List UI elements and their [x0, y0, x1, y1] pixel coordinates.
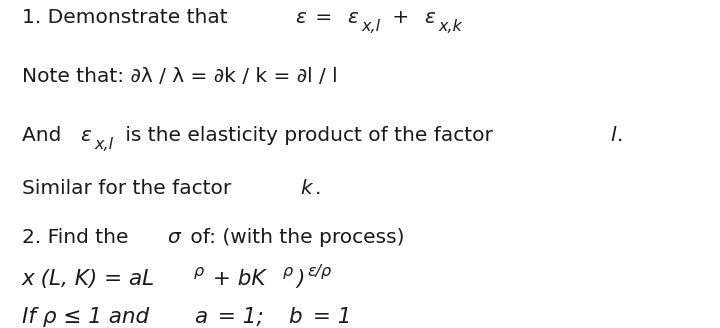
Text: σ: σ: [167, 228, 180, 247]
Text: x (L, K) = aL: x (L, K) = aL: [22, 269, 155, 289]
Text: ε: ε: [348, 8, 359, 27]
Text: a: a: [194, 307, 207, 327]
Text: x,l: x,l: [361, 19, 381, 34]
Text: 1. Demonstrate that: 1. Demonstrate that: [22, 8, 233, 27]
Text: is the elasticity product of the factor: is the elasticity product of the factor: [120, 126, 500, 145]
Text: x,l: x,l: [94, 137, 114, 152]
Text: ε/ρ: ε/ρ: [307, 263, 331, 278]
Text: k: k: [300, 178, 312, 197]
Text: .: .: [617, 126, 624, 145]
Text: + bK: + bK: [207, 269, 266, 289]
Text: ρ: ρ: [283, 263, 293, 278]
Text: of: (with the process): of: (with the process): [184, 228, 404, 247]
Text: ρ: ρ: [194, 263, 204, 278]
Text: And: And: [22, 126, 68, 145]
Text: ε: ε: [81, 126, 91, 145]
Text: = 1;: = 1;: [212, 307, 271, 327]
Text: ε: ε: [424, 8, 435, 27]
Text: .: .: [315, 178, 321, 197]
Text: l: l: [610, 126, 616, 145]
Text: 2. Find the: 2. Find the: [22, 228, 135, 247]
Text: b: b: [288, 307, 302, 327]
Text: ): ): [296, 269, 305, 289]
Text: If ρ ≤ 1 and: If ρ ≤ 1 and: [22, 307, 156, 327]
Text: +: +: [386, 8, 415, 27]
Text: = 1: = 1: [306, 307, 351, 327]
Text: ε: ε: [295, 8, 306, 27]
Text: Note that: ∂λ / λ = ∂k / k = ∂l / l: Note that: ∂λ / λ = ∂k / k = ∂l / l: [22, 67, 337, 86]
Text: x,k: x,k: [438, 19, 462, 34]
Text: Similar for the factor: Similar for the factor: [22, 178, 237, 197]
Text: =: =: [309, 8, 339, 27]
